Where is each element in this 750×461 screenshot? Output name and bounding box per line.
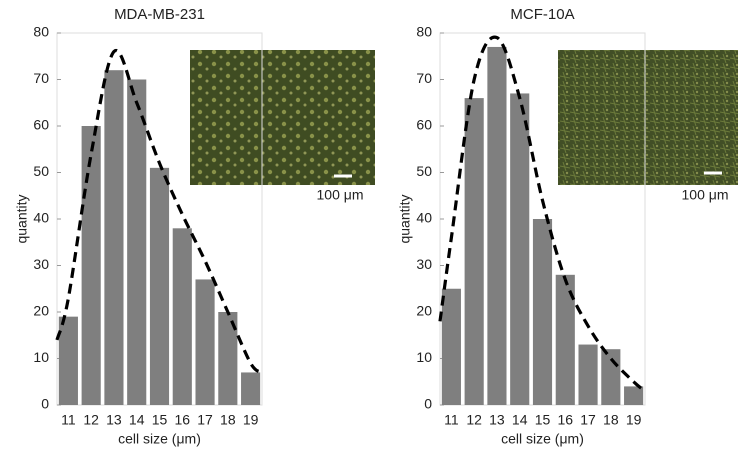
y-tick-label: 80 — [416, 24, 432, 40]
bar — [58, 316, 78, 405]
chart-title: MCF-10A — [510, 6, 574, 23]
bar — [218, 312, 238, 405]
x-tick-label: 13 — [489, 412, 505, 428]
bar — [172, 228, 192, 405]
y-tick-label: 40 — [416, 210, 432, 226]
x-tick-label: 18 — [220, 412, 236, 428]
x-tick-label: 16 — [557, 412, 573, 428]
bar — [578, 344, 598, 405]
y-tick-label: 20 — [33, 303, 49, 319]
bar — [464, 98, 484, 405]
x-tick-label: 17 — [580, 412, 596, 428]
x-tick-label: 15 — [535, 412, 551, 428]
bar — [104, 70, 124, 405]
bar — [532, 219, 553, 405]
y-axis-label: quantity — [397, 194, 413, 243]
bar — [487, 46, 507, 405]
y-tick-label: 80 — [33, 24, 49, 40]
microscope-image — [558, 50, 738, 185]
x-tick-label: 14 — [129, 412, 145, 428]
bar — [241, 372, 261, 405]
bar — [555, 274, 575, 405]
y-tick-label: 10 — [33, 349, 49, 365]
bar — [601, 349, 621, 405]
x-tick-label: 13 — [106, 412, 122, 428]
insets — [190, 50, 738, 185]
bar — [195, 279, 215, 405]
y-tick-label: 30 — [416, 256, 432, 272]
x-tick-label: 11 — [444, 412, 459, 428]
y-tick-label: 60 — [416, 117, 432, 133]
y-tick-label: 70 — [416, 70, 432, 86]
bar — [127, 79, 147, 405]
x-axis-label: cell size (μm) — [118, 431, 201, 447]
x-tick-label: 18 — [603, 412, 619, 428]
inset-label: 100 μm — [317, 187, 364, 203]
y-tick-label: 30 — [33, 256, 49, 272]
y-axis-label: quantity — [14, 194, 30, 243]
x-tick-label: 11 — [61, 412, 76, 428]
x-tick-label: 12 — [466, 412, 482, 428]
x-tick-label: 16 — [174, 412, 190, 428]
bar — [441, 288, 461, 405]
inset-label: 100 μm — [682, 187, 729, 203]
y-tick-label: 20 — [416, 303, 432, 319]
y-tick-label: 0 — [424, 396, 432, 412]
bar — [510, 93, 530, 405]
y-tick-label: 60 — [33, 117, 49, 133]
microscope-image — [190, 50, 375, 185]
y-tick-label: 50 — [33, 163, 49, 179]
x-tick-label: 17 — [197, 412, 213, 428]
x-tick-label: 12 — [83, 412, 99, 428]
fit-curve — [55, 48, 264, 374]
y-tick-label: 10 — [416, 349, 432, 365]
y-tick-label: 70 — [33, 70, 49, 86]
x-tick-label: 15 — [152, 412, 168, 428]
bar — [149, 167, 170, 405]
bar — [624, 386, 644, 405]
fit-curve — [438, 35, 647, 393]
x-tick-label: 14 — [512, 412, 528, 428]
y-tick-label: 40 — [33, 210, 49, 226]
y-tick-label: 0 — [41, 396, 49, 412]
x-tick-label: 19 — [626, 412, 642, 428]
x-tick-label: 19 — [243, 412, 259, 428]
y-tick-label: 50 — [416, 163, 432, 179]
x-axis-label: cell size (μm) — [501, 431, 584, 447]
bar — [81, 126, 101, 405]
chart-title: MDA-MB-231 — [114, 6, 205, 23]
